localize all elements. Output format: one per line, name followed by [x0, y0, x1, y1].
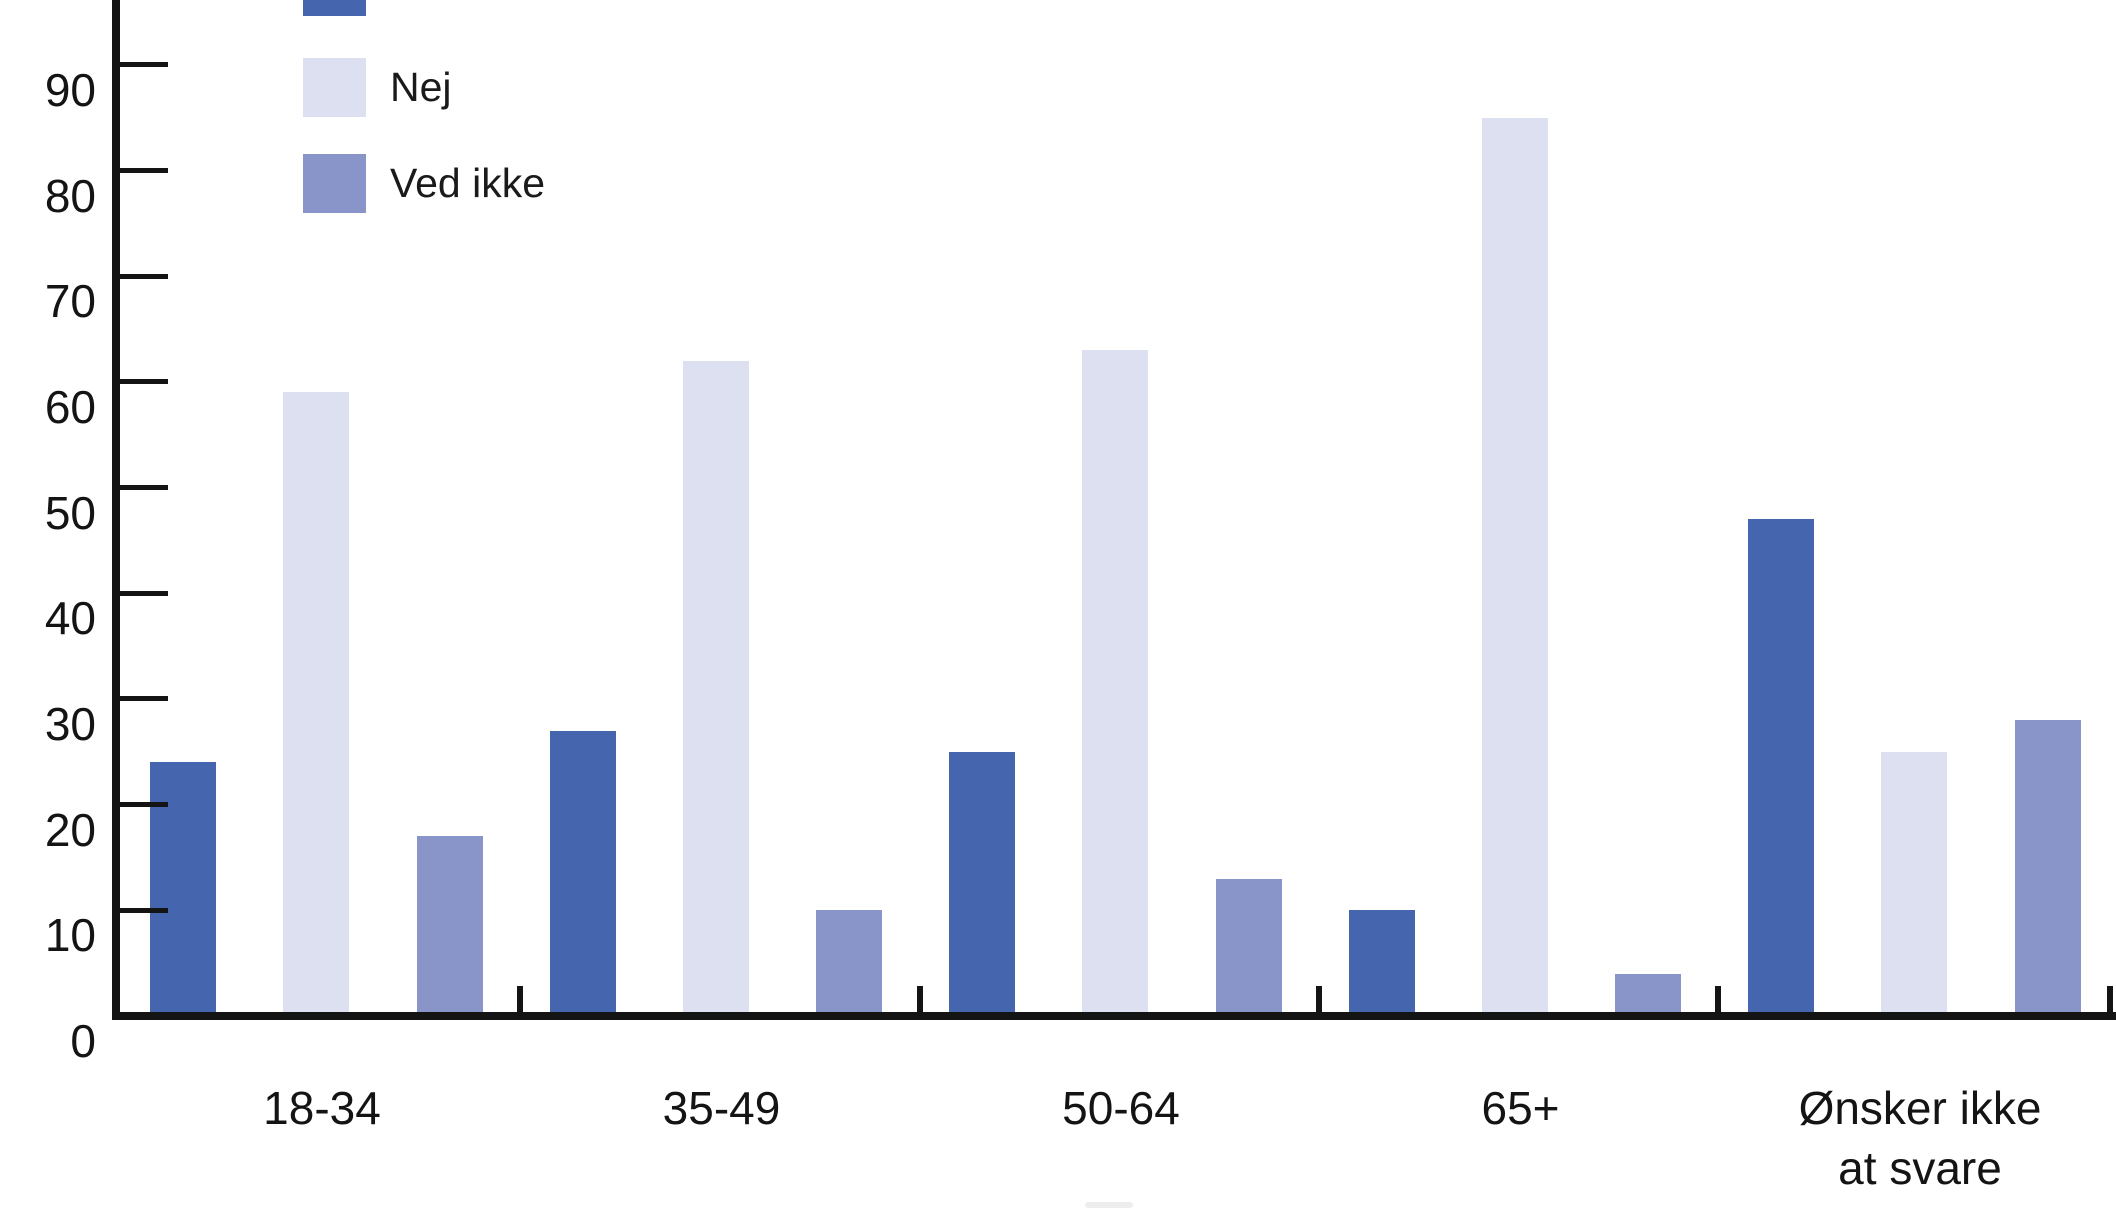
y-tick-label-90: 90 [44, 63, 96, 116]
x-separator-tick-4 [1715, 986, 1721, 1012]
y-tick-label-30: 30 [44, 697, 96, 750]
y-tick-80 [120, 168, 168, 174]
bar-series3-65+ [1615, 973, 1681, 1016]
y-tick-40 [120, 590, 168, 596]
bar-series3-35-49 [816, 910, 882, 1016]
x-separator-tick-3 [1316, 986, 1322, 1012]
category-label-3: 50-64 [1062, 1082, 1180, 1134]
legend-label-2: Nej [390, 64, 452, 110]
y-tick-label-80: 80 [44, 169, 96, 222]
y-tick-20 [120, 802, 168, 808]
x-separator-tick-5 [2107, 986, 2113, 1012]
y-tick-10 [120, 907, 168, 913]
category-label-2: 35-49 [662, 1082, 781, 1134]
y-tick-90 [120, 62, 168, 68]
legend-swatch-2 [303, 58, 366, 117]
bar-series1-50-64 [949, 751, 1015, 1016]
bar-series2-65+ [1482, 117, 1548, 1016]
bar-series1-65+ [1349, 910, 1415, 1016]
y-tick-70 [120, 273, 168, 279]
y-tick-50 [120, 485, 168, 491]
x-separator-tick-2 [917, 986, 923, 1012]
cutoff-axis-title-remnant [1085, 1202, 1133, 1208]
bar-series1-18-34 [150, 762, 216, 1016]
y-tick-label-40: 40 [44, 592, 96, 645]
legend-label-3: Ved ikke [390, 160, 545, 206]
category-label-5: Ønsker ikke at svare [1798, 1082, 2042, 1194]
bar-series2-35-49 [683, 360, 749, 1016]
bar-series2-18-34 [283, 392, 349, 1016]
y-tick-label-70: 70 [44, 275, 96, 328]
bar-series1-Ønsker-ikke-at-svare [1748, 519, 1814, 1016]
legend-swatch-3 [303, 154, 366, 213]
x-axis-line [112, 1012, 2116, 1020]
y-tick-label-10: 10 [44, 909, 96, 962]
x-separator-tick-1 [517, 986, 523, 1012]
y-tick-label-20: 20 [44, 803, 96, 856]
y-tick-60 [120, 379, 168, 385]
bar-series2-50-64 [1082, 350, 1148, 1016]
y-tick-30 [120, 696, 168, 702]
category-label-4: 65+ [1481, 1082, 1560, 1134]
y-tick-label-50: 50 [44, 486, 96, 539]
y-tick-label-0: 0 [70, 1015, 96, 1067]
y-axis-line [112, 0, 120, 1020]
bar-series3-50-64 [1216, 878, 1282, 1016]
bar-series3-Ønsker-ikke-at-svare [2015, 720, 2081, 1016]
bar-series1-35-49 [550, 730, 616, 1016]
y-tick-label-60: 60 [44, 380, 96, 433]
bar-series2-Ønsker-ikke-at-svare [1881, 751, 1947, 1016]
legend-swatch-1 [303, 0, 366, 16]
category-label-1: 18-34 [263, 1082, 381, 1134]
bar-series3-18-34 [417, 836, 483, 1016]
